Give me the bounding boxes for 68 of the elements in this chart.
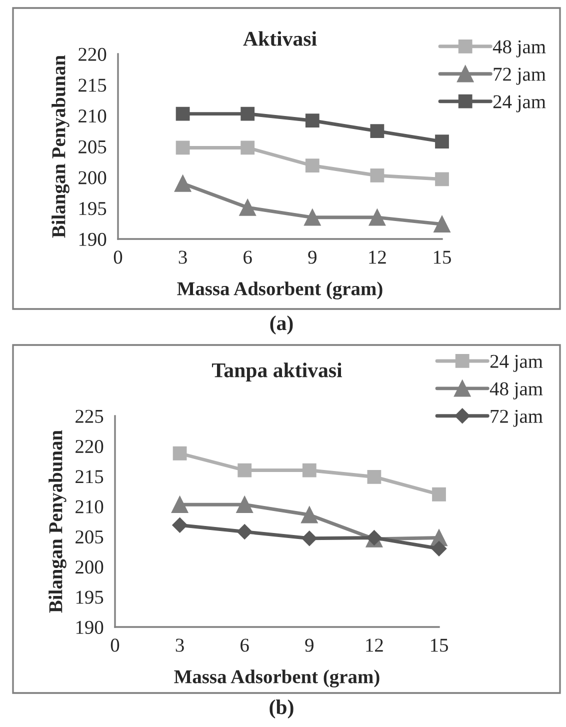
y-tick-label: 215 (76, 470, 104, 484)
point (370, 168, 384, 182)
y-axis-title: Bilangan Penyabunan (48, 430, 66, 613)
x-tick-label: 9 (305, 638, 314, 652)
chart-title: Aktivasi (243, 31, 317, 46)
y-tick-label: 205 (76, 530, 104, 544)
x-tick-label: 9 (308, 250, 316, 264)
point (431, 541, 447, 556)
x-tick-label: 3 (176, 638, 184, 652)
y-axis-title: Bilangan Penyabunan (52, 55, 70, 238)
x-tick-label: 6 (244, 250, 252, 264)
y-tick-label: 190 (79, 232, 106, 246)
x-tick-label: 0 (114, 250, 122, 264)
point (304, 209, 321, 226)
legend-label: 24 jam (493, 95, 546, 112)
y-tick-label: 220 (76, 440, 104, 454)
y-tick-label: 200 (76, 560, 104, 574)
x-tick-label: 0 (110, 638, 120, 652)
point (434, 216, 450, 233)
point (305, 114, 320, 128)
x-tick-label: 6 (240, 638, 249, 652)
y-tick-label: 190 (76, 620, 104, 634)
point (174, 175, 192, 192)
x-tick-label: 15 (430, 638, 448, 652)
point (239, 199, 256, 216)
x-tick-label: 15 (434, 250, 451, 264)
legend-label: 72 jam (490, 410, 543, 427)
y-tick-label: 205 (78, 140, 106, 154)
point (237, 524, 252, 540)
legend-label: 48 jam (492, 40, 546, 58)
text: (b) (270, 700, 294, 718)
point (302, 463, 316, 478)
text: (a) (270, 316, 293, 334)
x-axis-title: Massa Adsorbent (gram) (174, 670, 380, 688)
legend-label: 48 jam (490, 382, 543, 400)
point (176, 106, 190, 121)
legend-label: 72 jam (494, 68, 546, 85)
point (432, 487, 446, 502)
point (236, 496, 253, 513)
point (240, 106, 255, 121)
x-tick-label: 12 (366, 638, 383, 652)
point (302, 530, 317, 546)
point (176, 140, 190, 155)
point (172, 518, 188, 533)
y-tick-label: 215 (78, 78, 106, 92)
point (171, 496, 188, 513)
y-tick-label: 200 (78, 171, 106, 184)
legend-label: 24 jam (490, 354, 543, 372)
point (238, 463, 252, 478)
chart-title: Tanpa aktivasi (212, 362, 342, 382)
y-tick-label: 195 (79, 202, 106, 216)
x-tick-label: 3 (178, 250, 187, 264)
point (370, 124, 384, 138)
y-tick-label: 210 (76, 500, 104, 514)
y-tick-label: 210 (78, 109, 106, 123)
point (367, 470, 382, 484)
point (301, 506, 318, 524)
point (435, 172, 449, 186)
y-tick-label: 195 (76, 590, 104, 604)
point (305, 158, 320, 173)
x-tick-label: 12 (369, 250, 386, 264)
y-tick-label: 220 (78, 48, 106, 61)
point (368, 209, 386, 226)
point (435, 134, 449, 149)
y-tick-label: 225 (76, 410, 104, 423)
x-axis-title: Massa Adsorbent (gram) (177, 282, 382, 300)
point (240, 140, 255, 155)
point (172, 446, 187, 460)
